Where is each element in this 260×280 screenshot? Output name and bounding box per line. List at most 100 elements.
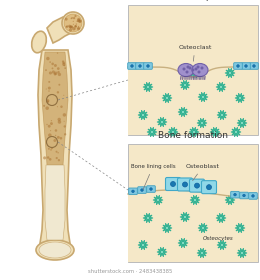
Circle shape xyxy=(73,24,74,25)
Circle shape xyxy=(69,26,72,28)
Circle shape xyxy=(141,243,145,247)
Circle shape xyxy=(202,227,205,230)
Circle shape xyxy=(72,17,73,19)
Circle shape xyxy=(219,216,223,220)
Circle shape xyxy=(49,158,51,161)
Ellipse shape xyxy=(32,31,46,53)
Circle shape xyxy=(57,136,60,139)
Circle shape xyxy=(48,90,50,92)
Circle shape xyxy=(183,68,185,70)
Circle shape xyxy=(54,64,57,67)
FancyBboxPatch shape xyxy=(178,178,192,191)
Circle shape xyxy=(49,71,52,74)
Polygon shape xyxy=(178,107,188,117)
Text: Bone lining cells: Bone lining cells xyxy=(131,164,175,190)
Polygon shape xyxy=(217,110,227,120)
Ellipse shape xyxy=(39,242,71,258)
Circle shape xyxy=(240,122,244,125)
FancyBboxPatch shape xyxy=(250,63,258,69)
Circle shape xyxy=(51,147,53,149)
Polygon shape xyxy=(143,213,153,223)
Circle shape xyxy=(243,194,245,197)
Circle shape xyxy=(66,26,68,28)
Circle shape xyxy=(54,73,56,76)
Circle shape xyxy=(63,65,65,66)
Circle shape xyxy=(181,241,185,245)
Circle shape xyxy=(74,25,77,27)
Text: Osteocytes: Osteocytes xyxy=(203,236,234,241)
Circle shape xyxy=(62,60,64,63)
Circle shape xyxy=(53,139,56,142)
Polygon shape xyxy=(45,165,65,240)
Circle shape xyxy=(78,26,79,27)
Circle shape xyxy=(64,133,66,136)
Circle shape xyxy=(187,66,189,68)
Polygon shape xyxy=(38,50,72,250)
Circle shape xyxy=(132,190,134,193)
Circle shape xyxy=(58,84,60,86)
Circle shape xyxy=(50,149,52,151)
Circle shape xyxy=(139,65,141,67)
Circle shape xyxy=(245,65,247,67)
Circle shape xyxy=(73,17,75,19)
FancyBboxPatch shape xyxy=(231,192,239,198)
Circle shape xyxy=(150,188,152,190)
Text: Bone resorption: Bone resorption xyxy=(157,0,229,1)
Polygon shape xyxy=(190,68,200,78)
Circle shape xyxy=(75,25,76,27)
Polygon shape xyxy=(47,17,77,43)
Circle shape xyxy=(57,106,58,107)
Circle shape xyxy=(60,106,63,108)
Circle shape xyxy=(70,25,73,28)
Polygon shape xyxy=(189,127,199,137)
Circle shape xyxy=(220,113,224,116)
Circle shape xyxy=(192,69,194,71)
FancyBboxPatch shape xyxy=(202,181,217,194)
Polygon shape xyxy=(138,240,148,250)
Polygon shape xyxy=(198,92,208,102)
Polygon shape xyxy=(147,127,157,137)
Circle shape xyxy=(193,71,197,74)
Circle shape xyxy=(160,250,164,254)
Circle shape xyxy=(197,66,199,68)
Polygon shape xyxy=(216,82,226,92)
Bar xyxy=(128,144,258,262)
Circle shape xyxy=(62,63,65,66)
Circle shape xyxy=(75,25,77,27)
Circle shape xyxy=(147,65,149,67)
Circle shape xyxy=(43,105,45,107)
Circle shape xyxy=(64,67,66,69)
Polygon shape xyxy=(190,195,200,205)
Polygon shape xyxy=(225,195,235,205)
Circle shape xyxy=(131,65,133,67)
Circle shape xyxy=(68,25,71,28)
FancyBboxPatch shape xyxy=(144,63,152,69)
Circle shape xyxy=(201,67,203,69)
Circle shape xyxy=(57,52,58,54)
Circle shape xyxy=(46,106,49,110)
Circle shape xyxy=(63,95,64,96)
Circle shape xyxy=(58,159,60,161)
Circle shape xyxy=(74,28,75,29)
Circle shape xyxy=(238,227,242,230)
Polygon shape xyxy=(198,223,208,233)
Circle shape xyxy=(54,71,57,75)
Polygon shape xyxy=(162,93,172,103)
Circle shape xyxy=(48,81,50,83)
Circle shape xyxy=(46,88,47,90)
Circle shape xyxy=(74,15,77,17)
Circle shape xyxy=(45,69,47,71)
Circle shape xyxy=(63,125,66,128)
Circle shape xyxy=(63,113,66,117)
FancyBboxPatch shape xyxy=(240,192,248,199)
Circle shape xyxy=(78,20,81,23)
Circle shape xyxy=(69,25,73,29)
FancyBboxPatch shape xyxy=(138,187,146,193)
Polygon shape xyxy=(180,212,190,222)
Circle shape xyxy=(198,71,200,73)
Circle shape xyxy=(160,120,164,123)
Circle shape xyxy=(57,67,60,70)
Circle shape xyxy=(238,96,242,100)
Circle shape xyxy=(69,28,72,32)
Polygon shape xyxy=(143,82,153,92)
